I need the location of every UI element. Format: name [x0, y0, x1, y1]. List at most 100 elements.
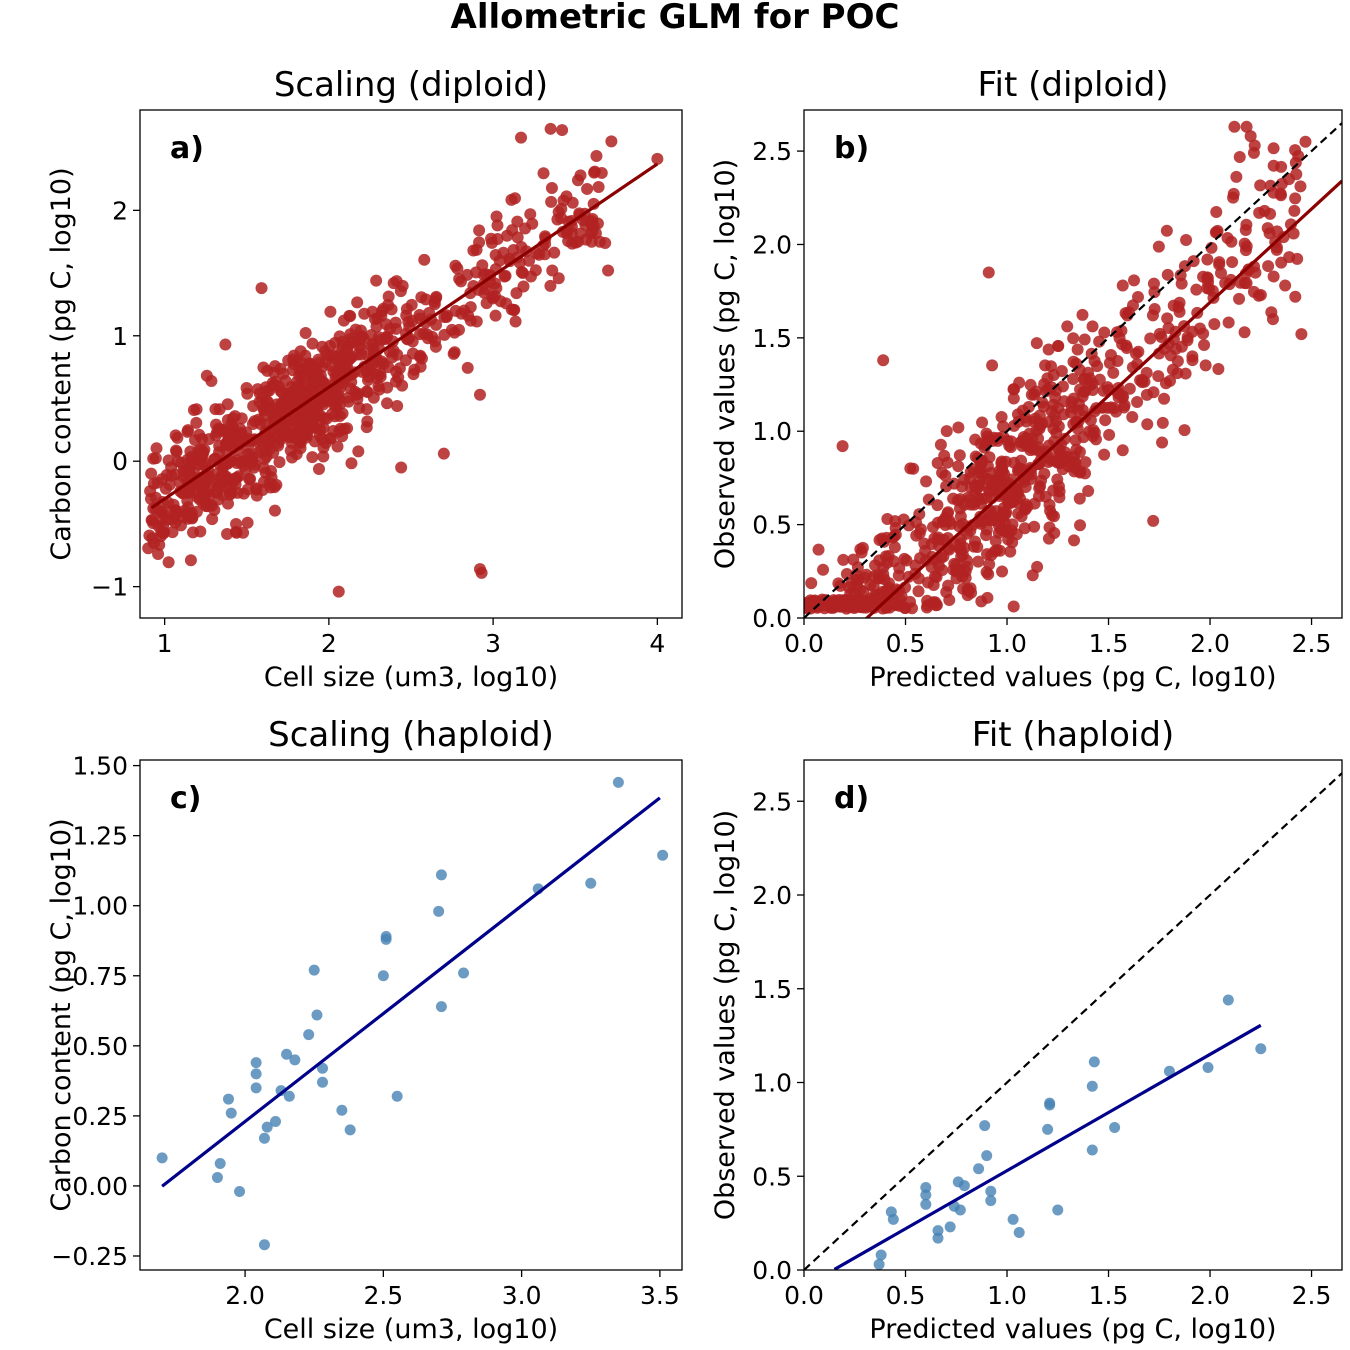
data-point: [958, 498, 971, 511]
data-point: [1226, 256, 1239, 269]
data-point: [1197, 270, 1210, 283]
data-point: [294, 442, 307, 455]
x-tick-label: 3.5: [640, 1281, 680, 1310]
data-point: [1042, 343, 1055, 356]
data-point: [1238, 277, 1251, 290]
panel-label: a): [170, 131, 204, 166]
data-point: [335, 355, 348, 368]
data-point: [960, 554, 973, 567]
data-point: [981, 1150, 993, 1162]
data-point: [1158, 392, 1171, 405]
data-point: [1013, 1227, 1025, 1238]
data-point: [253, 387, 266, 400]
data-point: [1254, 179, 1267, 192]
data-point: [1161, 312, 1174, 325]
data-point: [270, 1115, 281, 1127]
data-point: [1221, 231, 1234, 244]
data-point: [926, 521, 939, 534]
plot-area: [142, 122, 664, 598]
data-point: [1086, 1144, 1098, 1156]
data-point: [170, 445, 183, 458]
data-point: [590, 150, 603, 163]
y-axis-label: Carbon content (pg C, log10): [46, 818, 77, 1211]
y-tick-label: −1: [91, 573, 128, 602]
data-point: [804, 601, 810, 614]
data-point: [1018, 522, 1031, 535]
data-point: [213, 403, 226, 416]
data-point: [1289, 192, 1302, 205]
data-point: [306, 451, 319, 464]
data-point: [490, 210, 503, 223]
axes-frame: [803, 759, 1343, 1271]
data-point: [219, 338, 232, 351]
data-point: [160, 513, 173, 526]
data-point: [382, 361, 395, 374]
data-point: [1147, 386, 1160, 399]
panel-d: Fit (haploid) Predicted values (pg C, log…: [710, 715, 1343, 1345]
data-point: [264, 465, 277, 478]
data-point: [1295, 328, 1308, 341]
data-point: [981, 548, 994, 561]
data-point: [1123, 382, 1136, 395]
data-point: [169, 504, 182, 517]
data-point: [308, 374, 321, 387]
data-point: [1099, 414, 1112, 427]
axes-frame: [139, 759, 683, 1271]
data-point: [352, 445, 365, 458]
data-point: [956, 570, 969, 583]
data-point: [1068, 534, 1081, 547]
data-point: [433, 905, 445, 917]
y-tick-label: 2.0: [752, 881, 792, 910]
data-point: [931, 499, 944, 512]
data-point: [1028, 520, 1041, 533]
panel-title: Fit (diploid): [977, 65, 1168, 105]
data-point: [294, 427, 307, 440]
data-point: [255, 282, 268, 295]
data-point: [1033, 422, 1046, 435]
x-tick-label: 2.5: [1292, 1281, 1332, 1310]
data-point: [971, 541, 984, 554]
axes-frame: [139, 109, 683, 619]
data-point: [1199, 359, 1212, 372]
data-point: [1007, 392, 1020, 405]
data-point: [218, 469, 231, 482]
data-point: [585, 877, 597, 889]
data-point: [1086, 377, 1099, 390]
data-point: [877, 354, 890, 367]
data-point: [277, 367, 290, 380]
panel-title: Fit (haploid): [972, 715, 1174, 755]
data-point: [1007, 600, 1020, 613]
y-axis-label: Observed values (pg C, log10): [710, 159, 741, 569]
y-tick-label: 1.0: [752, 417, 792, 446]
data-point: [373, 383, 386, 396]
data-point: [145, 467, 158, 480]
data-point: [185, 455, 198, 468]
data-point: [1208, 318, 1221, 331]
data-point: [873, 1258, 885, 1270]
x-tick-label: 1: [157, 629, 173, 658]
x-tick-label: 1.5: [1089, 1281, 1129, 1310]
data-point: [1141, 418, 1154, 431]
data-point: [235, 427, 248, 440]
data-point: [264, 481, 277, 494]
data-point: [447, 347, 460, 360]
data-point: [1061, 320, 1074, 333]
data-point: [307, 402, 320, 415]
data-point: [1244, 130, 1257, 143]
data-point: [147, 517, 160, 530]
data-point: [1279, 279, 1292, 292]
data-point: [250, 1057, 262, 1069]
data-point: [995, 455, 1008, 468]
data-point: [152, 548, 165, 561]
data-point: [361, 386, 374, 399]
data-point: [464, 314, 477, 327]
data-point: [241, 483, 254, 496]
data-point: [969, 433, 982, 446]
data-point: [1147, 514, 1160, 527]
regression-line: [150, 162, 659, 510]
data-point: [1240, 120, 1253, 133]
data-point: [515, 131, 528, 144]
data-point: [1144, 332, 1157, 345]
data-point: [326, 407, 339, 420]
data-point: [1076, 308, 1089, 321]
